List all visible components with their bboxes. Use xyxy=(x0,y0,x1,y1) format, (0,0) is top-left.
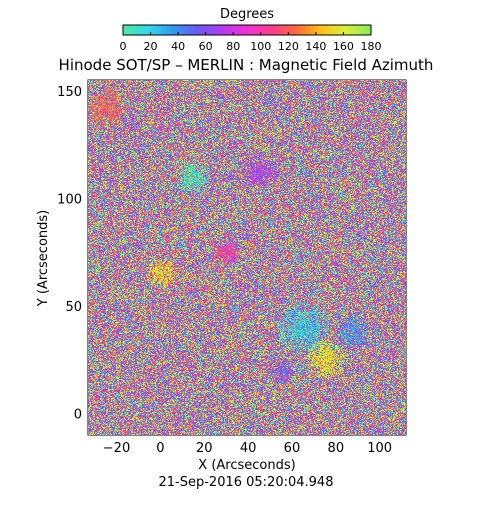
colorbar-tick-label: 80 xyxy=(226,40,240,53)
x-tick-label: 0 xyxy=(156,441,164,456)
observation-timestamp: 21-Sep-2016 05:20:04.948 xyxy=(159,475,334,490)
colorbar-tick-label: 20 xyxy=(144,40,158,53)
colorbar-tick-label: 40 xyxy=(171,40,185,53)
colorbar-tick-label: 160 xyxy=(333,40,354,53)
y-tick-label: 150 xyxy=(57,85,82,100)
colorbar xyxy=(122,24,372,36)
x-tick-label: 60 xyxy=(284,441,301,456)
colorbar-tick-label: 140 xyxy=(305,40,326,53)
colorbar-tick-label: 100 xyxy=(250,40,271,53)
y-tick-label: 100 xyxy=(57,192,82,207)
colorbar-title: Degrees xyxy=(220,7,274,22)
x-tick-label: 40 xyxy=(240,441,257,456)
x-tick-label: 80 xyxy=(328,441,345,456)
azimuth-map xyxy=(88,80,406,435)
y-axis-ticks: 0 50 100 150 xyxy=(57,85,406,436)
colorbar-tick-label: 120 xyxy=(278,40,299,53)
colorbar-tick-label: 60 xyxy=(199,40,213,53)
chart-title: Hinode SOT/SP – MERLIN : Magnetic Field … xyxy=(59,56,434,74)
x-axis-label: X (Arcseconds) xyxy=(198,458,295,473)
y-axis-label: Y (Arcseconds) xyxy=(36,210,51,307)
y-tick-label: 50 xyxy=(65,300,82,315)
colorbar-ticks: 0 20 40 60 80 100 120 140 160 180 xyxy=(120,32,382,53)
x-tick-label: −20 xyxy=(103,441,130,456)
y-tick-label: 0 xyxy=(74,407,82,422)
x-tick-label: 100 xyxy=(367,441,392,456)
colorbar-tick-label: 180 xyxy=(361,40,382,53)
colorbar-tick-label: 0 xyxy=(120,40,127,53)
x-tick-label: 20 xyxy=(196,441,213,456)
